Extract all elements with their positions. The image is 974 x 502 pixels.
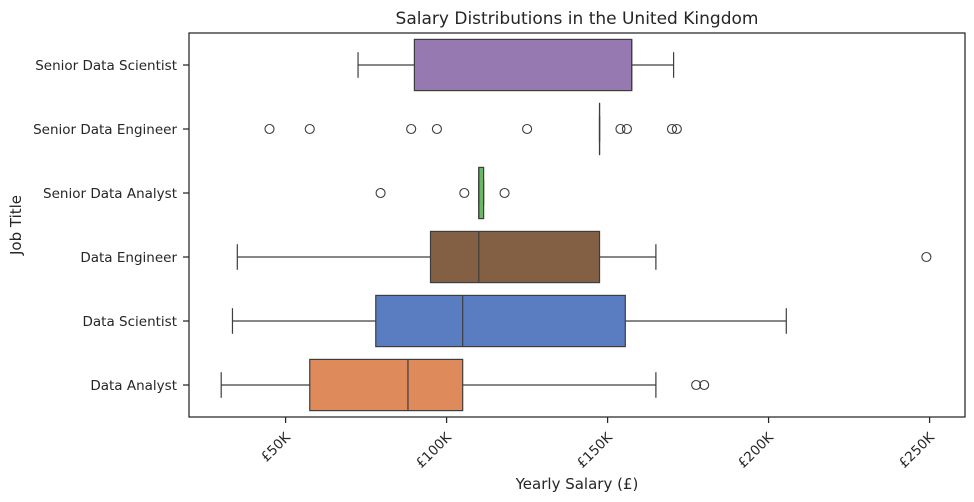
x-tick-label: £250K bbox=[896, 429, 939, 472]
x-tick-label: £50K bbox=[258, 429, 295, 466]
outlier-point bbox=[375, 187, 386, 199]
chart-title: Salary Distributions in the United Kingd… bbox=[396, 9, 759, 29]
outlier-point bbox=[499, 187, 510, 199]
outlier-point bbox=[304, 123, 315, 135]
x-tick-label: £150K bbox=[574, 429, 617, 472]
outlier-point bbox=[615, 123, 626, 135]
box-iqr bbox=[478, 166, 485, 220]
plot-area: Senior Data Scientist Senior Data Enginee… bbox=[33, 32, 966, 472]
outlier-point bbox=[431, 123, 442, 135]
y-tick-label: Senior Data Analyst bbox=[43, 186, 177, 202]
outlier-point bbox=[621, 123, 632, 135]
outlier-point bbox=[406, 123, 417, 135]
x-axis-label: Yearly Salary (£) bbox=[515, 475, 639, 493]
outlier-point bbox=[666, 123, 678, 135]
box-iqr bbox=[375, 294, 626, 348]
outlier-point bbox=[699, 379, 710, 391]
box-iqr bbox=[413, 38, 633, 92]
outlier-point bbox=[671, 123, 682, 135]
outlier-point bbox=[264, 123, 275, 135]
plot-frame bbox=[188, 32, 966, 418]
x-tick-label: £100K bbox=[413, 429, 456, 472]
y-tick-label: Senior Data Scientist bbox=[35, 58, 177, 74]
x-tick-label: £200K bbox=[735, 429, 778, 472]
box-iqr bbox=[429, 230, 601, 284]
outlier-point bbox=[691, 379, 702, 391]
y-tick-label: Senior Data Engineer bbox=[33, 122, 177, 138]
outlier-point bbox=[459, 187, 470, 199]
y-tick-label: Data Scientist bbox=[83, 314, 178, 330]
y-axis-label: Job Title bbox=[7, 195, 25, 256]
box-iqr bbox=[309, 358, 464, 412]
y-tick-label: Data Engineer bbox=[80, 250, 177, 266]
outlier-point bbox=[522, 123, 533, 135]
y-tick-label: Data Analyst bbox=[90, 378, 177, 394]
outlier-point bbox=[921, 251, 932, 263]
